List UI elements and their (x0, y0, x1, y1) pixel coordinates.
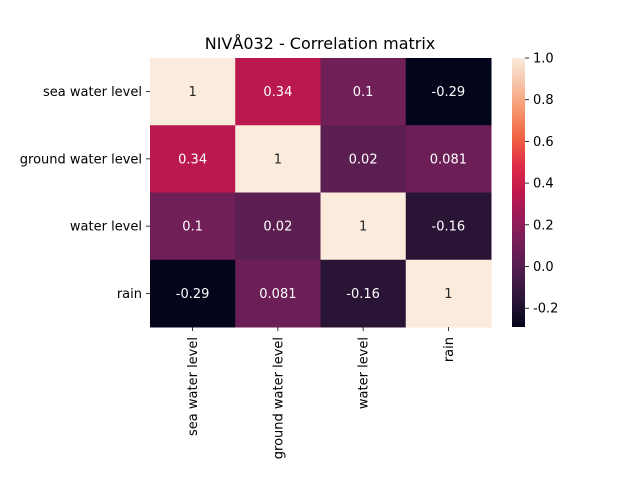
heatmap-cell (150, 125, 236, 193)
colorbar-tick-label: 0.0 (533, 260, 554, 275)
colorbar (512, 58, 525, 327)
cell-value-label: 1 (188, 85, 196, 100)
colorbar-tick-label: 1.0 (533, 52, 554, 67)
colorbar-tick-label: 0.4 (533, 177, 554, 192)
heatmap-cells (150, 58, 492, 328)
heatmap-cell (405, 125, 492, 193)
heatmap-cell (320, 58, 407, 126)
colorbar-tick-label: 0.8 (533, 93, 554, 108)
heatmap-cell (405, 192, 492, 261)
cell-value-label: -0.29 (432, 85, 466, 100)
cell-value-label: 0.34 (263, 85, 292, 100)
colorbar-tick-label: 0.2 (533, 218, 554, 233)
x-axis-ticks: sea water level ground water level water l… (186, 327, 457, 459)
heatmap-cell (150, 58, 236, 126)
heatmap-cell (320, 259, 407, 328)
chart-title: NIVÅ032 - Correlation matrix (205, 34, 436, 53)
heatmap-cell (235, 125, 321, 193)
heatmap-cell (150, 259, 236, 328)
heatmap-cell (235, 259, 321, 328)
heatmap-cell-labels: 1 0.34 0.1 -0.29 0.34 1 0.02 0.081 0.1 0.02 1 -0.16… (176, 85, 467, 302)
x-tick-label: rain (442, 337, 457, 362)
y-tick-label: sea water level (43, 85, 142, 100)
cell-value-label: 0.02 (349, 152, 378, 167)
cell-value-label: 1 (359, 220, 367, 235)
colorbar-tick-label: -0.2 (533, 302, 558, 317)
y-tick-label: rain (117, 287, 142, 302)
cell-value-label: -0.16 (432, 220, 466, 235)
x-tick-label: sea water level (186, 337, 201, 436)
heatmap-cell (405, 58, 492, 126)
heatmap-cell (235, 192, 321, 261)
cell-value-label: 0.34 (178, 152, 207, 167)
y-axis-ticks: sea water level ground water level water l… (20, 85, 150, 302)
heatmap-cell (320, 125, 407, 193)
cell-value-label: 0.1 (353, 85, 374, 100)
heatmap-cell (320, 192, 407, 261)
colorbar-tick-label: 0.6 (533, 135, 554, 150)
colorbar-ticks: 1.0 0.8 0.6 0.4 0.2 0.0 -0.2 (525, 52, 558, 317)
cell-value-label: 0.02 (263, 220, 292, 235)
cell-value-label: 0.1 (182, 220, 203, 235)
cell-value-label: 1 (274, 152, 282, 167)
x-tick-label: water level (357, 337, 372, 409)
x-tick-label: ground water level (271, 337, 286, 459)
cell-value-label: 0.081 (259, 287, 296, 302)
heatmap-cell (405, 259, 492, 328)
cell-value-label: 1 (444, 287, 452, 302)
cell-value-label: -0.29 (176, 287, 210, 302)
cell-value-label: 0.081 (430, 152, 467, 167)
cell-value-label: -0.16 (346, 287, 380, 302)
y-tick-label: ground water level (20, 152, 142, 167)
y-tick-label: water level (70, 220, 142, 235)
heatmap-cell (150, 192, 236, 261)
heatmap-cell (235, 58, 321, 126)
